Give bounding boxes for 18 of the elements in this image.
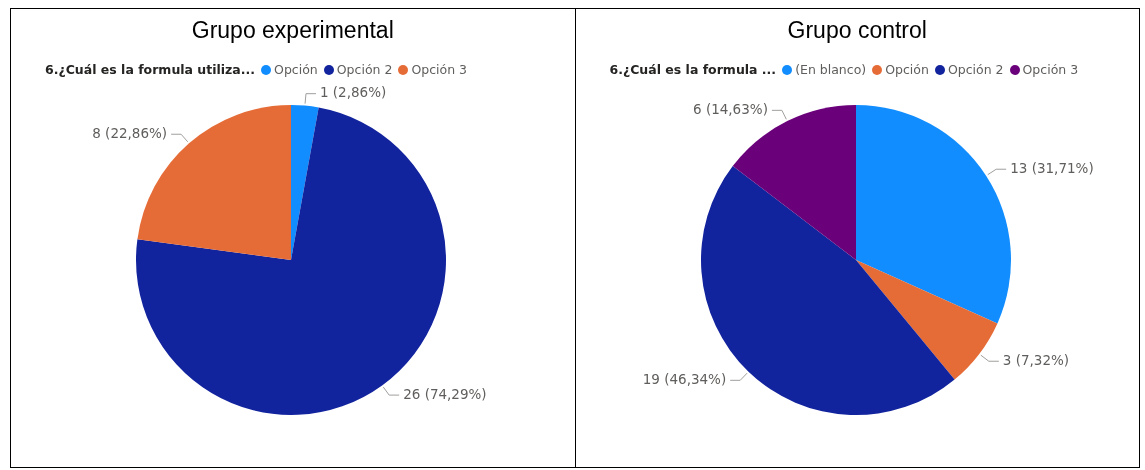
data-label: 19 (46,34%) xyxy=(642,370,726,387)
data-label: 3 (7,32%) xyxy=(1002,351,1069,368)
legend-label: Opción 3 xyxy=(1021,62,1079,77)
legend-label: Opción 3 xyxy=(410,62,468,77)
legend-label: (En blanco) xyxy=(794,62,867,77)
chart-title: Grupo control xyxy=(786,17,928,44)
data-label: 1 (2,86%) xyxy=(319,84,387,101)
legend-title: 6.¿Cuál es la formula ... xyxy=(609,62,777,77)
legend-title: 6.¿Cuál es la formula utiliza... xyxy=(45,62,256,77)
data-label: 13 (31,71%) xyxy=(1009,159,1094,176)
data-label: 8 (22,86%) xyxy=(92,124,168,141)
data-label: 26 (74,29%) xyxy=(403,385,487,402)
legend-label: Opción xyxy=(273,62,318,77)
data-label: 6 (14,63%) xyxy=(692,100,768,117)
legend-label: Opción 2 xyxy=(335,62,393,77)
chart-title: Grupo experimental xyxy=(190,17,395,44)
legend-label: Opción xyxy=(884,62,929,77)
legend-label: Opción 2 xyxy=(946,62,1004,77)
